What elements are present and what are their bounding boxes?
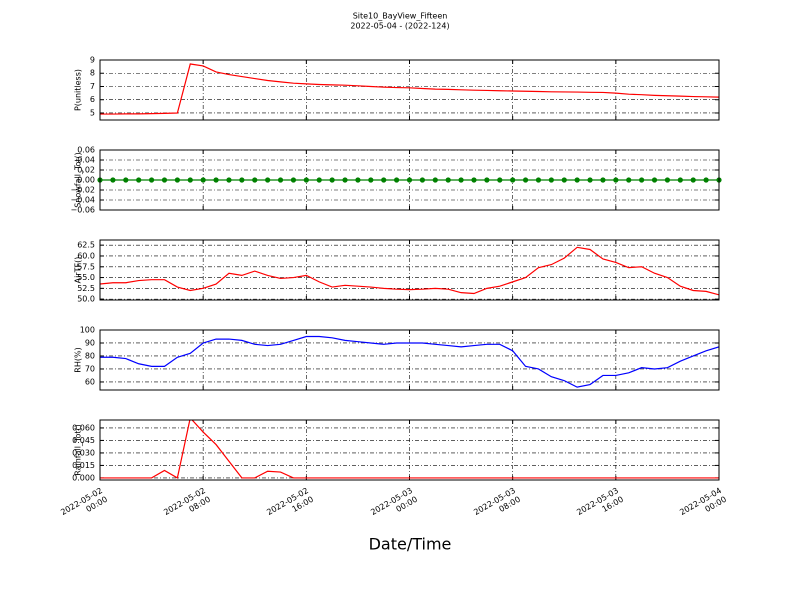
data-point xyxy=(110,177,116,183)
data-point xyxy=(342,177,348,183)
data-line xyxy=(100,246,719,296)
y-tick-label: 0.060 xyxy=(72,423,95,432)
data-point xyxy=(368,177,374,183)
data-point xyxy=(484,177,490,183)
x-axis-label: Date/Time xyxy=(369,535,452,554)
y-tick-label: 80 xyxy=(85,351,95,360)
y-tick-label: 0.06 xyxy=(77,146,95,155)
data-point xyxy=(677,177,683,183)
data-point xyxy=(213,177,219,183)
data-point xyxy=(136,177,142,183)
y-tick-label: 0.030 xyxy=(72,448,95,457)
data-point xyxy=(471,177,477,183)
data-point xyxy=(690,177,696,183)
y-tick-label: −0.06 xyxy=(70,206,95,215)
data-point xyxy=(703,177,709,183)
y-tick-label: 52.5 xyxy=(77,284,95,293)
y-tick-label: 0.015 xyxy=(72,461,95,470)
y-tick-label: 57.5 xyxy=(77,262,95,271)
y-axis-label: RH(%) xyxy=(74,347,83,372)
data-point xyxy=(406,177,413,183)
data-point xyxy=(626,177,632,183)
data-point xyxy=(200,177,206,183)
data-point xyxy=(458,177,464,183)
y-tick-label: 100 xyxy=(80,326,95,335)
plot-frame xyxy=(99,329,720,391)
data-point xyxy=(148,177,155,183)
data-point xyxy=(561,177,567,183)
y-axis-label: Snowfall_Tot() xyxy=(74,152,83,208)
y-tick-label: 60 xyxy=(85,377,95,386)
data-point xyxy=(161,177,168,183)
data-point xyxy=(265,177,271,183)
data-point xyxy=(522,177,529,183)
data-point xyxy=(445,177,451,183)
plot-frame xyxy=(99,419,720,481)
data-point xyxy=(548,177,554,183)
data-point xyxy=(497,177,503,183)
y-tick-label: 0.04 xyxy=(77,156,95,165)
data-point xyxy=(574,177,580,183)
data-point xyxy=(664,177,671,183)
data-point xyxy=(174,177,180,183)
y-tick-label: 6 xyxy=(90,95,95,104)
y-tick-label: 90 xyxy=(85,338,95,347)
data-point xyxy=(600,177,606,183)
data-line xyxy=(100,335,719,388)
plot-frame xyxy=(99,239,720,301)
plot-frame xyxy=(99,59,720,121)
y-tick-label: 9 xyxy=(90,56,95,65)
data-point xyxy=(329,177,335,183)
y-tick-label: 70 xyxy=(85,364,95,373)
y-tick-label: 0.02 xyxy=(77,166,95,175)
data-point xyxy=(239,177,245,183)
y-tick-label: 50.0 xyxy=(77,295,95,304)
y-axis-label: Rainfall_Tot() xyxy=(74,424,83,476)
data-point xyxy=(535,177,542,183)
y-tick-label: −0.04 xyxy=(70,196,95,205)
y-tick-label: 55.0 xyxy=(77,273,95,282)
data-point xyxy=(432,177,438,183)
data-point xyxy=(587,177,593,183)
data-point xyxy=(651,177,658,183)
y-axis-label: AirTF() xyxy=(74,257,83,284)
y-tick-label: 0.045 xyxy=(72,436,95,445)
y-tick-label: −0.02 xyxy=(70,186,95,195)
data-point xyxy=(123,177,129,183)
data-point xyxy=(355,177,361,183)
data-point xyxy=(187,177,193,183)
data-point xyxy=(290,177,297,183)
data-point xyxy=(381,177,387,183)
data-point xyxy=(277,177,284,183)
data-point xyxy=(394,177,400,183)
y-tick-label: 7 xyxy=(90,82,95,91)
data-point xyxy=(613,177,619,183)
data-point xyxy=(639,177,645,183)
data-point xyxy=(510,177,516,183)
y-tick-label: 0.000 xyxy=(72,473,95,482)
y-tick-label: 60.0 xyxy=(77,251,95,260)
data-line xyxy=(100,420,719,479)
chart-title: Site10_BayView_Fifteen xyxy=(353,12,448,21)
data-point xyxy=(303,177,309,183)
y-axis-label: P(unitless) xyxy=(74,69,83,111)
data-point xyxy=(226,177,232,183)
data-point xyxy=(252,177,258,183)
data-line xyxy=(100,63,719,115)
data-point xyxy=(316,177,322,183)
y-tick-label: 5 xyxy=(90,108,95,117)
plot-frame xyxy=(99,149,720,211)
y-tick-label: 62.5 xyxy=(77,241,95,250)
data-point xyxy=(419,177,425,183)
y-tick-label: 8 xyxy=(90,69,95,78)
y-tick-label: 0.00 xyxy=(77,176,95,185)
chart-subtitle: 2022-05-04 - (2022-124) xyxy=(350,22,449,31)
